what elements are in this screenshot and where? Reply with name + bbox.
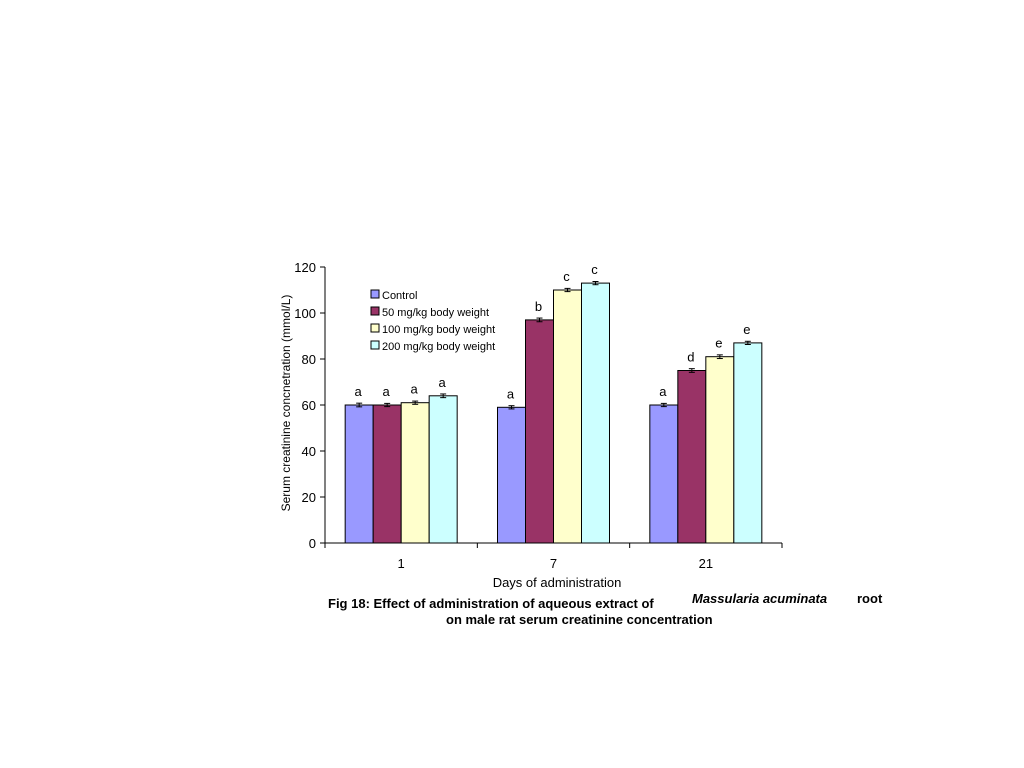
bar — [581, 282, 610, 544]
significance-label: d — [687, 350, 694, 365]
caption-prefix: Fig 18: Effect of administration of aque… — [328, 596, 654, 611]
significance-label: e — [715, 336, 722, 351]
figure-caption-line2: on male rat serum creatinine concentrati… — [446, 612, 713, 627]
y-axis-label: Serum creatinine concnetration (mmol/L) — [279, 295, 293, 512]
significance-label: b — [535, 299, 542, 314]
chart-bars — [344, 282, 763, 544]
significance-label: e — [743, 322, 750, 337]
chart-error-bars — [356, 280, 751, 410]
significance-label: a — [383, 384, 391, 399]
y-tick-label: 60 — [302, 398, 316, 413]
y-tick-label: 80 — [302, 352, 316, 367]
significance-label: a — [355, 384, 363, 399]
legend-label: Control — [382, 290, 417, 302]
legend-swatch — [370, 306, 380, 316]
bar — [344, 404, 374, 544]
y-tick-label: 20 — [302, 490, 316, 505]
chart-legend: Control 50 mg/kg body weight 100 mg/kg bod… — [368, 286, 499, 356]
y-tick-label: 40 — [302, 444, 316, 459]
bar — [705, 356, 735, 544]
x-tick-labels: 1 7 21 — [398, 556, 714, 571]
legend-label: 200 mg/kg body weight — [382, 341, 495, 353]
legend-label: 50 mg/kg body weight — [382, 307, 489, 319]
y-tick-label: 100 — [294, 306, 316, 321]
significance-label: a — [439, 375, 447, 390]
significance-label: a — [659, 384, 667, 399]
y-tick-labels: 0 20 40 60 80 100 120 — [294, 260, 316, 551]
bar — [400, 402, 430, 544]
bar — [497, 406, 526, 544]
y-tick-label: 0 — [309, 536, 316, 551]
bar — [733, 342, 763, 544]
legend-box — [368, 286, 499, 356]
bar — [677, 370, 707, 544]
caption-species: Massularia acuminata — [692, 591, 828, 606]
significance-label: c — [563, 269, 570, 284]
significance-label: a — [507, 386, 515, 401]
legend-swatch — [370, 289, 380, 299]
legend-label: 100 mg/kg body weight — [382, 324, 495, 336]
y-tick-label: 120 — [294, 260, 316, 275]
bar — [428, 395, 458, 544]
x-tick-label: 7 — [550, 556, 557, 571]
bar — [649, 404, 679, 544]
x-tick-label: 1 — [398, 556, 405, 571]
significance-label: c — [591, 262, 598, 277]
significance-label: a — [411, 382, 419, 397]
x-tick-label: 21 — [699, 556, 713, 571]
chart-significance-labels: a a a a a b c c a d e e — [355, 262, 751, 401]
legend-swatch — [370, 340, 380, 350]
figure-caption-line1: Fig 18: Effect of administration of aque… — [328, 596, 654, 611]
bar — [553, 289, 582, 544]
x-axis-label: Days of administration — [493, 575, 622, 590]
bar — [372, 404, 402, 544]
bar — [525, 319, 554, 544]
caption-suffix: root — [857, 591, 883, 606]
legend-swatch — [370, 323, 380, 333]
